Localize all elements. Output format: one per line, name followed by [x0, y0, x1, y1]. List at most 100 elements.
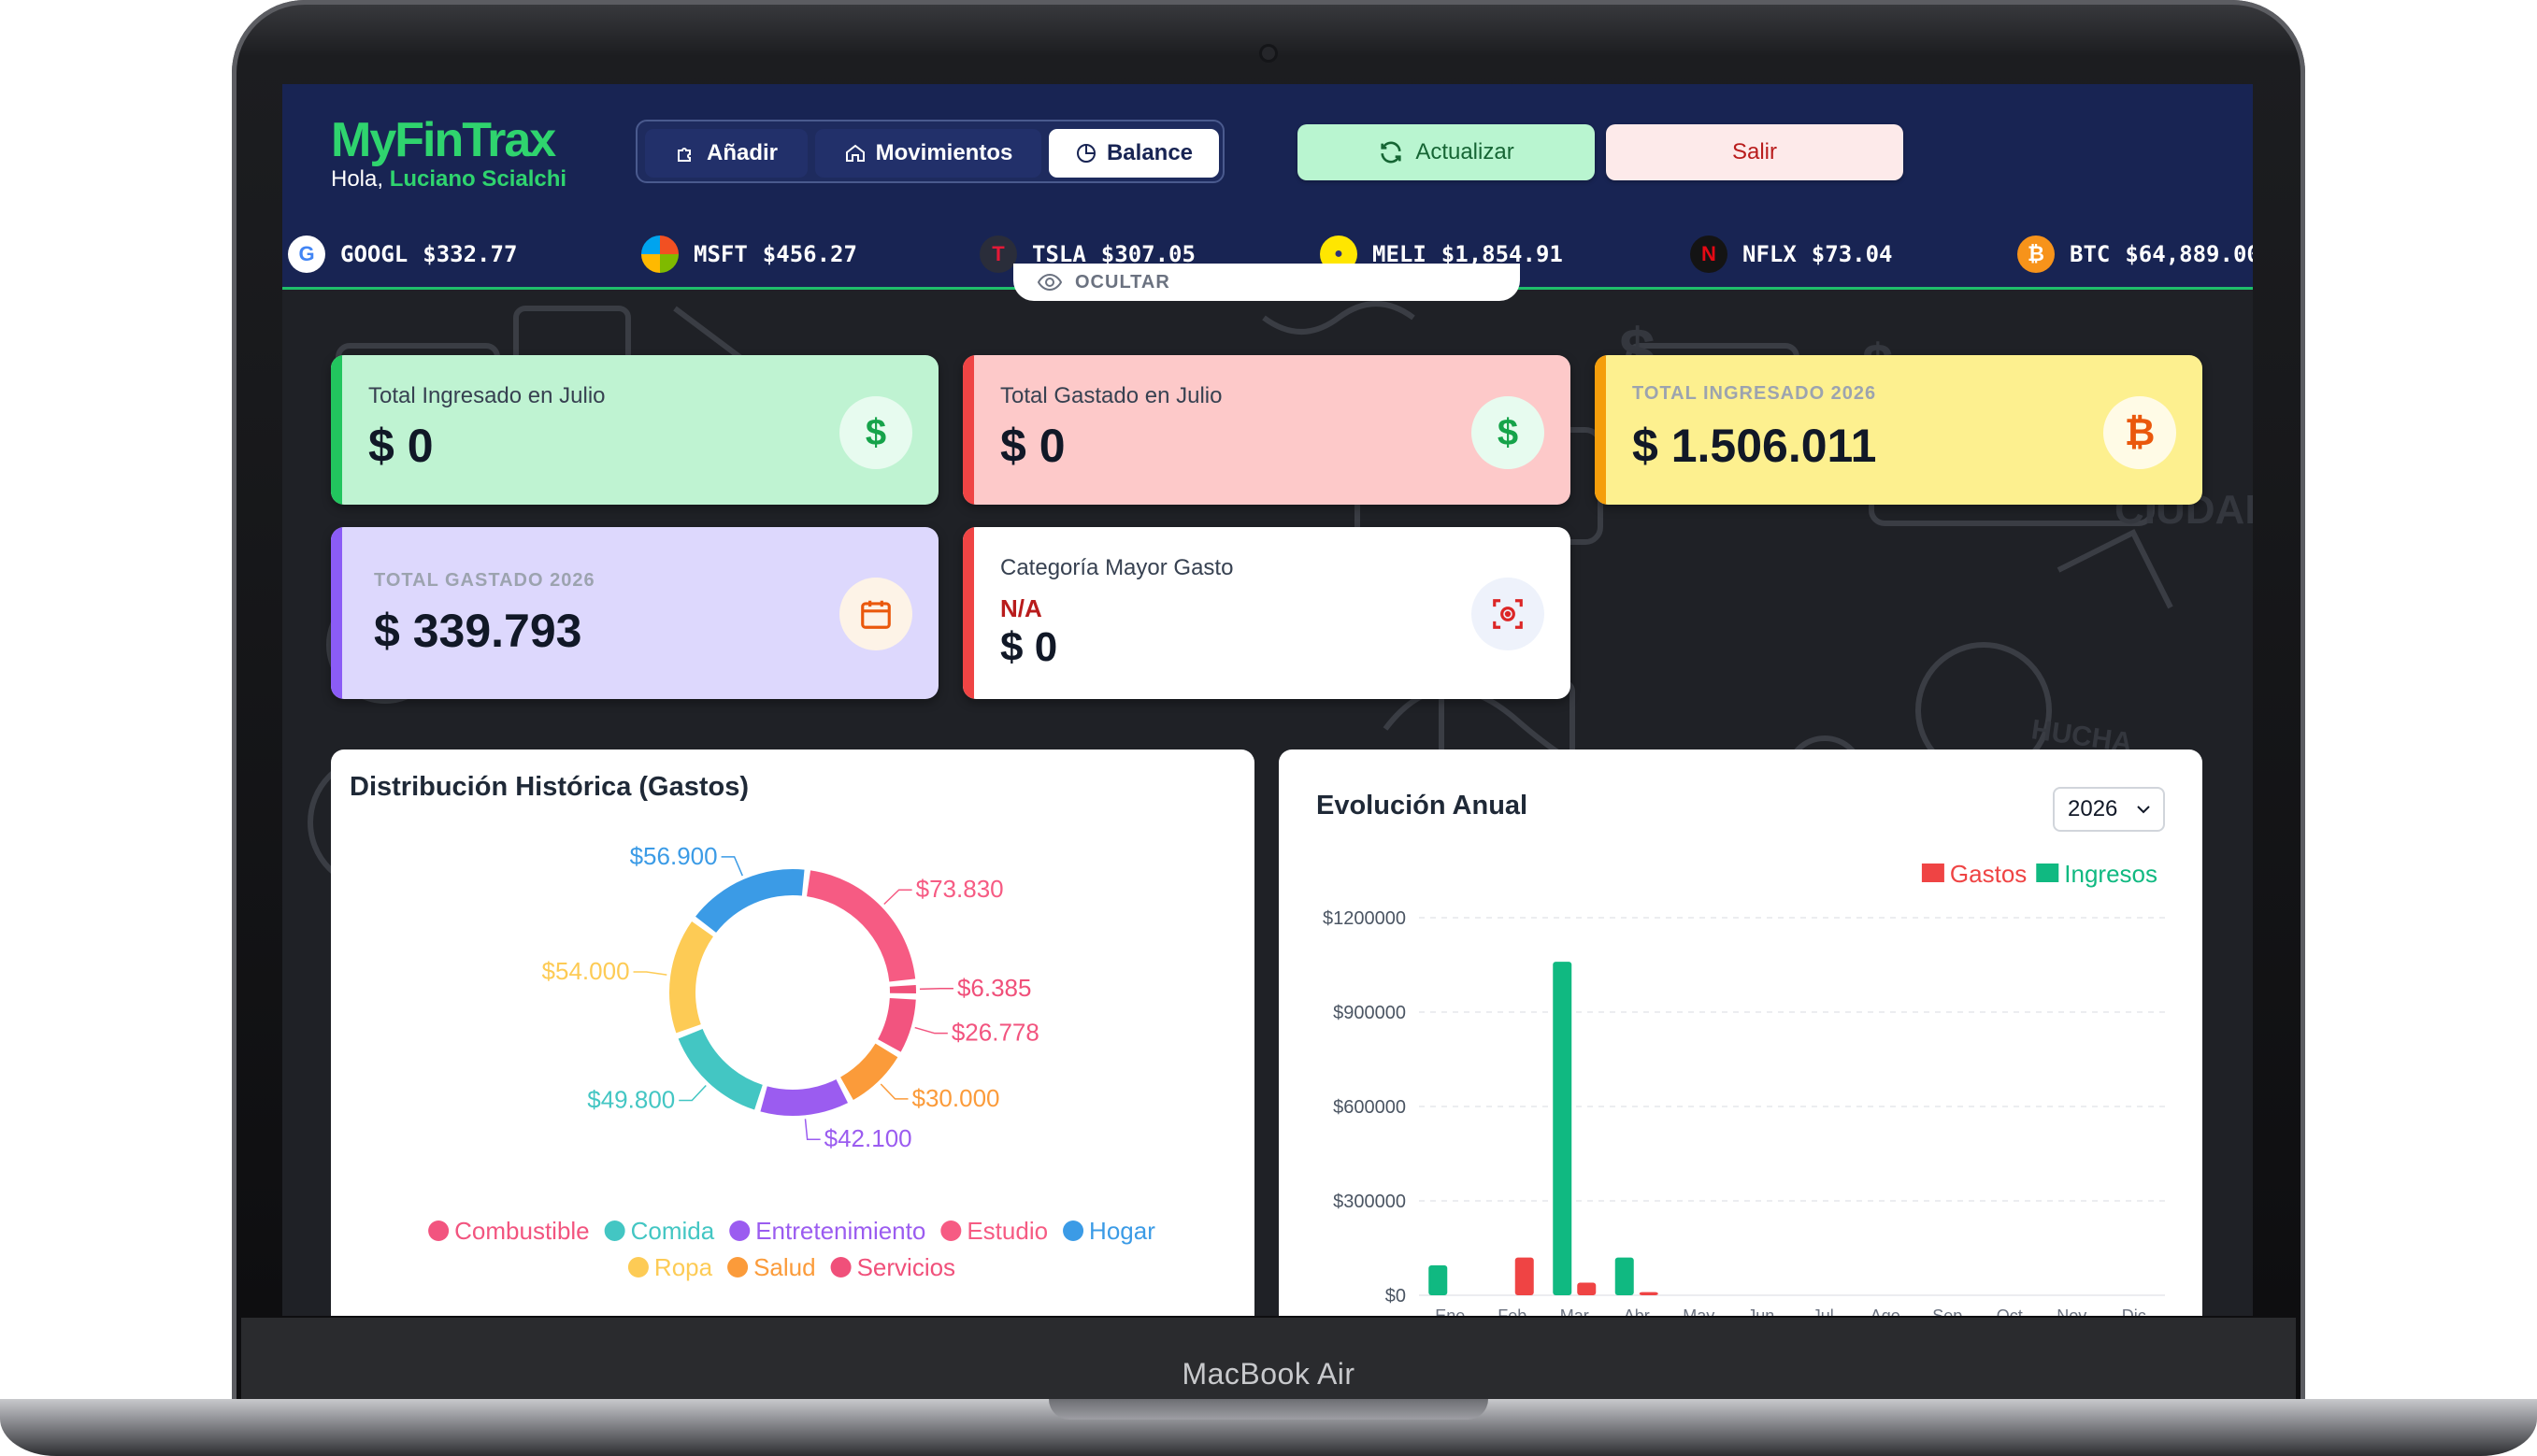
donut-slice[interactable]: [840, 1043, 898, 1100]
legend-swatch: [830, 1257, 852, 1278]
donut-leader-line: [721, 856, 743, 877]
donut-slice-label: $73.830: [916, 875, 1004, 903]
app-logo[interactable]: MyFinTrax: [331, 113, 556, 167]
y-tick-label: $0: [1385, 1286, 1406, 1306]
ticker-price: $1,854.91: [1440, 241, 1563, 267]
movements-button-label: Movimientos: [875, 140, 1013, 165]
legend-label: Gastos: [1950, 860, 2027, 888]
card-label: Total Ingresado en Julio: [368, 383, 606, 408]
donut-slice[interactable]: [669, 921, 713, 1034]
legend-item[interactable]: Ropa: [627, 1253, 713, 1281]
chevron-down-icon: [2137, 806, 2150, 814]
logout-button[interactable]: Salir: [1606, 124, 1903, 180]
legend-item[interactable]: Combustible: [428, 1217, 590, 1245]
bar-ingresos[interactable]: [1553, 962, 1572, 1295]
greeting-prefix: Hola,: [331, 166, 390, 192]
donut-slice[interactable]: [878, 997, 916, 1052]
dollar-icon: $: [1471, 396, 1544, 469]
legend-item[interactable]: Entretenimiento: [729, 1217, 925, 1245]
x-tick-label: May: [1683, 1306, 1714, 1316]
bar-ingresos[interactable]: [1614, 1257, 1634, 1295]
pie-chart-icon: [1076, 144, 1096, 163]
ticker-symbol: GOOGL: [340, 241, 408, 267]
bar-gastos[interactable]: [1514, 1257, 1534, 1295]
donut-slice[interactable]: [760, 1079, 849, 1116]
card-accent: [1595, 355, 1606, 505]
balance-button-label: Balance: [1106, 140, 1194, 165]
ticker-item: G GOOGL $332.77: [288, 234, 517, 275]
donut-leader-line: [919, 988, 953, 991]
panel-title: Distribución Histórica (Gastos): [350, 772, 750, 802]
card-value: $ 1.506.011: [1632, 420, 1877, 472]
user-name: Luciano Scialchi: [389, 166, 567, 192]
legend-swatch: [604, 1220, 625, 1241]
laptop-notch: [1049, 1399, 1488, 1420]
nav-segmented-control: Añadir Movimientos Balance: [636, 120, 1225, 183]
refresh-icon: [1381, 141, 1401, 164]
x-tick-label: Dic: [2122, 1306, 2146, 1316]
legend-swatch: [428, 1220, 450, 1241]
logout-button-label: Salir: [1731, 139, 1777, 164]
x-tick-label: Ago: [1870, 1306, 1900, 1316]
bar-ingresos[interactable]: [1428, 1265, 1448, 1295]
legend-swatch: [729, 1220, 751, 1241]
app-header: MyFinTrax Hola, Luciano Scialchi Añadir …: [282, 84, 2253, 290]
camera-icon: [1262, 47, 1275, 60]
refresh-button[interactable]: Actualizar: [1297, 124, 1595, 180]
legend-swatch: [627, 1257, 649, 1278]
ticker-price: $64,889.00: [2125, 241, 2253, 267]
donut-leader-line: [679, 1084, 707, 1102]
legend-swatch[interactable]: [2036, 864, 2059, 882]
legend-item[interactable]: Hogar: [1063, 1217, 1155, 1245]
movements-button[interactable]: Movimientos: [815, 129, 1041, 178]
x-tick-label: Sep: [1932, 1306, 1962, 1316]
y-tick-label: $1200000: [1323, 908, 1406, 929]
spent-month-card: Total Gastado en Julio $ 0 $: [963, 355, 1570, 505]
legend-label: Entretenimiento: [755, 1217, 925, 1245]
spent-year-card: TOTAL GASTADO 2026 $ 339.793: [331, 527, 939, 699]
donut-slice-label: $30.000: [912, 1084, 1000, 1112]
card-accent: [331, 527, 342, 699]
x-tick-label: Ene: [1435, 1306, 1465, 1316]
card-value: $ 0: [1000, 624, 1058, 670]
legend-item[interactable]: Estudio: [940, 1217, 1048, 1245]
x-tick-label: Mar: [1560, 1306, 1589, 1316]
x-tick-label: Nov: [2057, 1306, 2086, 1316]
y-tick-label: $900000: [1333, 1003, 1406, 1023]
hide-values-toggle[interactable]: OCULTAR: [1013, 264, 1520, 301]
ticker-item: N NFLX $73.04: [1690, 234, 1893, 275]
year-select-value: 2026: [2068, 796, 2118, 821]
donut-slice[interactable]: [678, 1029, 763, 1110]
ticker-item: ● MELI $1,854.91: [1320, 234, 1563, 275]
expense-distribution-panel: Distribución Histórica (Gastos) $73.830 $…: [331, 749, 1254, 1316]
legend-label: Salud: [753, 1253, 816, 1281]
ticker-price: $456.27: [762, 241, 857, 267]
card-label: TOTAL GASTADO 2026: [374, 570, 595, 591]
legend-item[interactable]: Servicios: [830, 1253, 955, 1281]
ticker-item: ₿ BTC $64,889.00: [2017, 234, 2253, 275]
legend-label: Ropa: [654, 1253, 713, 1281]
donut-slice[interactable]: [889, 985, 917, 993]
donut-chart: $73.830 $6.385 $26.778 $30.000$42.100 $49.80…: [428, 842, 1155, 1281]
legend-swatch[interactable]: [1921, 864, 1944, 882]
ticker-price: $307.05: [1100, 241, 1196, 267]
calendar-icon: [839, 578, 912, 650]
donut-slice[interactable]: [695, 869, 805, 933]
legend-label: Comida: [631, 1217, 715, 1245]
laptop-chin: [241, 1318, 2296, 1402]
legend-item[interactable]: Salud: [727, 1253, 816, 1281]
legend-item[interactable]: Comida: [604, 1217, 715, 1245]
add-button[interactable]: Añadir: [645, 129, 808, 178]
legend-swatch: [727, 1257, 749, 1278]
donut-slice-label: $42.100: [824, 1124, 912, 1152]
hide-values-label: OCULTAR: [1075, 271, 1170, 293]
refresh-button-label: Actualizar: [1415, 139, 1514, 164]
year-select[interactable]: 2026: [2053, 787, 2165, 832]
donut-slice[interactable]: [807, 870, 916, 982]
card-label: TOTAL INGRESADO 2026: [1632, 383, 1877, 404]
card-accent: [963, 527, 974, 699]
bar-gastos[interactable]: [1577, 1282, 1597, 1295]
balance-button[interactable]: Balance: [1049, 129, 1219, 178]
ticker-symbol: NFLX: [1742, 241, 1797, 267]
bar-gastos[interactable]: [1639, 1292, 1658, 1295]
